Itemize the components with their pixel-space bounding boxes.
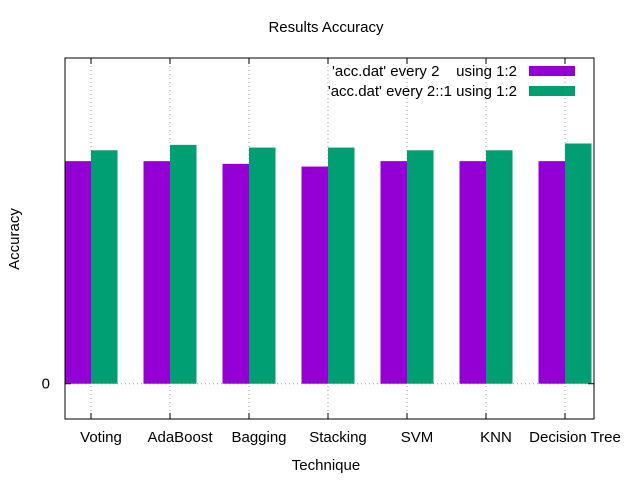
bars	[64, 143, 592, 384]
bar-series2	[565, 143, 592, 384]
legend-label: 'acc.dat' every 2::1 using 1:2	[328, 83, 517, 100]
y-tick-label: 0	[42, 376, 50, 393]
legend: 'acc.dat' every 2 using 1:2 'acc.dat' eve…	[328, 63, 575, 100]
bar-series2	[91, 150, 118, 384]
legend-swatch	[529, 66, 575, 76]
bar-series2	[249, 147, 276, 384]
bar-series1	[64, 161, 91, 384]
x-ticks: Voting AdaBoost Bagging Stacking SVM KNN Decis…	[80, 58, 621, 446]
chart-title: Results Accuracy	[268, 19, 384, 36]
legend-label: 'acc.dat' every 2 using 1:2	[332, 63, 517, 80]
x-tick-label: Decision Tree	[529, 429, 621, 446]
x-tick-label: Stacking	[309, 429, 367, 446]
legend-swatch	[529, 86, 575, 96]
bar-series1	[380, 161, 407, 384]
bar-series2	[407, 150, 434, 384]
bar-series2	[328, 147, 355, 384]
bar-series1	[459, 161, 486, 384]
bar-series1	[538, 161, 565, 384]
bar-series1	[222, 163, 249, 384]
y-axis-label: Accuracy	[6, 208, 23, 270]
x-axis-label: Technique	[292, 457, 360, 474]
x-tick-label: AdaBoost	[147, 429, 213, 446]
bar-series1	[301, 166, 328, 384]
y-ticks: 0	[42, 376, 594, 393]
bar-series2	[170, 144, 197, 384]
x-tick-label: Voting	[80, 429, 122, 446]
x-tick-label: Bagging	[231, 429, 286, 446]
x-tick-label: KNN	[480, 429, 512, 446]
bar-series1	[143, 161, 170, 384]
x-tick-label: SVM	[401, 429, 434, 446]
plot-frame	[64, 57, 595, 420]
bar-series2	[486, 150, 513, 384]
